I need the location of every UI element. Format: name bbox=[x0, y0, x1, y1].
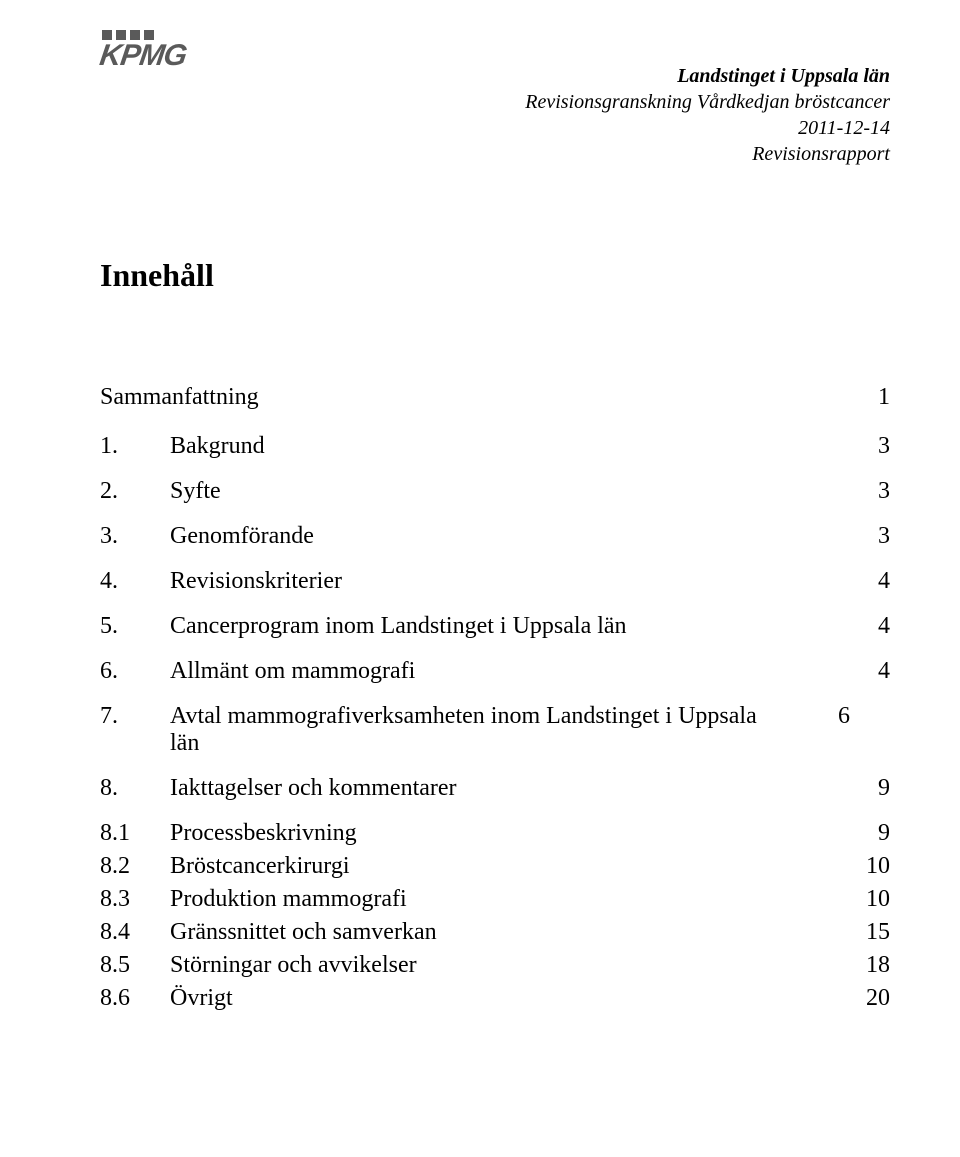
toc-label: Revisionskriterier bbox=[170, 568, 850, 595]
toc-label: Gränssnittet och samverkan bbox=[170, 919, 850, 946]
toc-label: Allmänt om mammografi bbox=[170, 658, 850, 685]
toc-page-number: 3 bbox=[850, 523, 890, 550]
toc-row: 8.2Bröstcancerkirurgi10 bbox=[100, 853, 890, 880]
toc-page-number: 3 bbox=[850, 478, 890, 505]
toc-row: 8.5Störningar och avvikelser18 bbox=[100, 952, 890, 979]
toc-number: 8.6 bbox=[100, 985, 170, 1012]
toc-row: 3.Genomförande3 bbox=[100, 523, 890, 550]
toc-number: 2. bbox=[100, 478, 170, 505]
toc-number: 6. bbox=[100, 658, 170, 685]
toc-row: 6.Allmänt om mammografi4 bbox=[100, 658, 890, 685]
toc-row: 4.Revisionskriterier4 bbox=[100, 568, 890, 595]
header-date: 2011-12-14 bbox=[100, 115, 890, 141]
toc-number: 7. bbox=[100, 703, 170, 730]
toc-row: Sammanfattning1 bbox=[100, 384, 890, 411]
toc-number: 8.5 bbox=[100, 952, 170, 979]
toc-label: Övrigt bbox=[170, 985, 850, 1012]
toc-row: 5.Cancerprogram inom Landstinget i Uppsa… bbox=[100, 613, 890, 640]
toc-number: 3. bbox=[100, 523, 170, 550]
toc-row: 7.Avtal mammografiverksamheten inom Land… bbox=[100, 703, 890, 757]
toc-label: Sammanfattning bbox=[100, 384, 850, 411]
logo-boxes bbox=[102, 30, 890, 40]
toc-label: Bakgrund bbox=[170, 433, 850, 460]
toc-number: 8.2 bbox=[100, 853, 170, 880]
document-page: KPMG Landstinget i Uppsala län Revisions… bbox=[0, 0, 960, 1157]
toc-label: Cancerprogram inom Landstinget i Uppsala… bbox=[170, 613, 850, 640]
toc-row: 8.Iakttagelser och kommentarer9 bbox=[100, 775, 890, 802]
toc-label: Genomförande bbox=[170, 523, 850, 550]
toc-number: 1. bbox=[100, 433, 170, 460]
toc-number: 4. bbox=[100, 568, 170, 595]
toc-row: 2.Syfte3 bbox=[100, 478, 890, 505]
toc-page-number: 20 bbox=[850, 985, 890, 1012]
toc-page-number: 4 bbox=[850, 568, 890, 595]
toc-label: Syfte bbox=[170, 478, 850, 505]
toc-row: 8.1Processbeskrivning9 bbox=[100, 820, 890, 847]
toc-row: 8.4Gränssnittet och samverkan15 bbox=[100, 919, 890, 946]
toc-label: Bröstcancerkirurgi bbox=[170, 853, 850, 880]
toc-page-number: 9 bbox=[850, 820, 890, 847]
toc-page-number: 4 bbox=[850, 613, 890, 640]
toc-page-number: 15 bbox=[850, 919, 890, 946]
toc-number: 8.3 bbox=[100, 886, 170, 913]
toc-page-number: 3 bbox=[850, 433, 890, 460]
toc-label: Avtal mammografiverksamheten inom Landst… bbox=[170, 703, 810, 757]
header-doc-type: Revisionsrapport bbox=[100, 141, 890, 167]
document-header: Landstinget i Uppsala län Revisionsgrans… bbox=[100, 63, 890, 167]
toc-page-number: 6 bbox=[810, 703, 850, 730]
toc-number: 5. bbox=[100, 613, 170, 640]
toc-label: Processbeskrivning bbox=[170, 820, 850, 847]
toc-row: 1.Bakgrund3 bbox=[100, 433, 890, 460]
toc-row: 8.3Produktion mammografi10 bbox=[100, 886, 890, 913]
toc-page-number: 18 bbox=[850, 952, 890, 979]
toc-number: 8.1 bbox=[100, 820, 170, 847]
toc-label: Iakttagelser och kommentarer bbox=[170, 775, 850, 802]
toc-number: 8. bbox=[100, 775, 170, 802]
toc-label: Produktion mammografi bbox=[170, 886, 850, 913]
toc-page-number: 4 bbox=[850, 658, 890, 685]
toc-number: 8.4 bbox=[100, 919, 170, 946]
toc-page-number: 1 bbox=[850, 384, 890, 411]
header-subject: Revisionsgranskning Vårdkedjan bröstcanc… bbox=[100, 89, 890, 115]
table-of-contents: Sammanfattning11.Bakgrund32.Syfte33.Geno… bbox=[100, 384, 890, 1012]
toc-page-number: 10 bbox=[850, 886, 890, 913]
toc-row: 8.6Övrigt20 bbox=[100, 985, 890, 1012]
toc-page-number: 9 bbox=[850, 775, 890, 802]
logo-text: KPMG bbox=[98, 42, 892, 69]
toc-page-number: 10 bbox=[850, 853, 890, 880]
page-title: Innehåll bbox=[100, 257, 890, 294]
toc-label: Störningar och avvikelser bbox=[170, 952, 850, 979]
kpmg-logo: KPMG bbox=[100, 30, 890, 69]
